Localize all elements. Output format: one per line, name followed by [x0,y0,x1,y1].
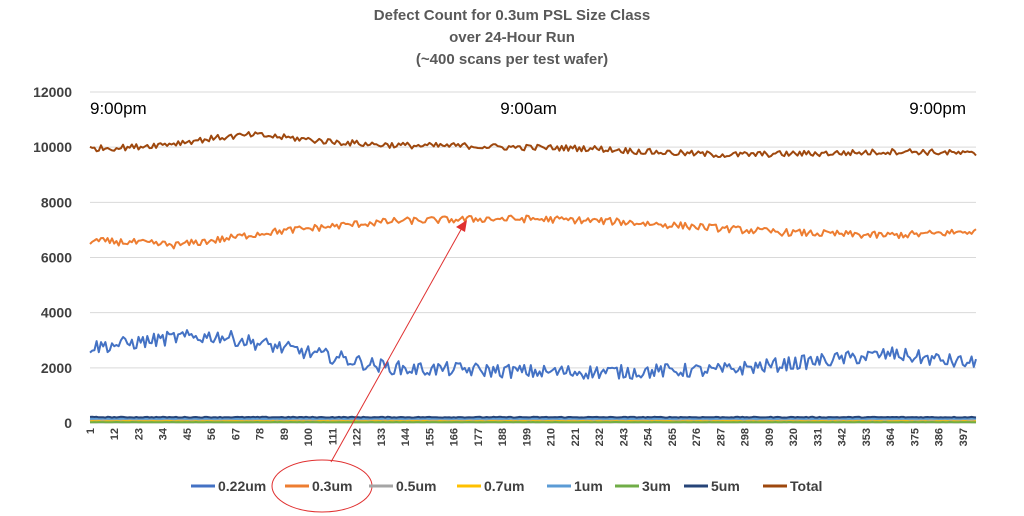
y-tick-label-6000: 6000 [41,250,72,266]
x-tick-label-386: 386 [934,428,946,446]
x-tick-label-56: 56 [206,428,218,440]
legend: 0.22um 0.3um 0.5um 0.7um 1um 3um 5um Total [191,478,822,494]
series-line-0.3um [89,214,977,250]
annotation-arrow-head [456,220,467,232]
x-tick-label-287: 287 [715,428,727,446]
annotation-arrow-line [330,225,464,463]
time-label-2: 9:00am [500,99,557,118]
x-tick-label-45: 45 [182,428,194,440]
annotation [271,220,467,513]
legend-label-3um: 3um [642,478,671,494]
x-tick-label-34: 34 [158,427,170,440]
time-label-1: 9:00pm [90,99,147,118]
x-tick-label-375: 375 [909,428,921,446]
chart-title-line-1: Defect Count for 0.3um PSL Size Class [374,7,650,24]
legend-label-0.22um: 0.22um [218,478,266,494]
x-tick-label-243: 243 [618,428,630,446]
x-tick-label-298: 298 [740,428,752,446]
x-tick-label-221: 221 [570,428,582,446]
y-tick-label-8000: 8000 [41,194,72,210]
legend-label-1um: 1um [574,478,603,494]
y-tick-label-0: 0 [64,415,72,431]
series-line-5um [89,415,977,419]
gridlines [90,91,976,424]
chart-title-line-3: (~400 scans per test wafer) [416,51,608,68]
x-axis-ticks: 1 12 23 34 45 56 67 78 89 100 111 122 133 144 155 166 17… [85,427,970,446]
x-tick-label-331: 331 [812,428,824,446]
x-tick-label-210: 210 [546,428,558,446]
x-tick-label-320: 320 [788,428,800,446]
x-tick-label-397: 397 [958,428,970,446]
chart-title: Defect Count for 0.3um PSL Size Class ove… [374,7,650,68]
time-labels: 9:00pm 9:00am 9:00pm [90,99,966,118]
x-tick-label-78: 78 [255,428,267,440]
x-tick-label-89: 89 [279,428,291,440]
y-tick-label-2000: 2000 [41,360,72,376]
y-tick-label-10000: 10000 [33,139,72,155]
series-line-0.22um [89,329,977,380]
x-tick-label-265: 265 [667,428,679,446]
x-tick-label-177: 177 [473,428,485,446]
time-label-3: 9:00pm [909,99,966,118]
series-line-1um [89,417,977,420]
legend-label-0.5um: 0.5um [396,478,436,494]
x-tick-label-23: 23 [133,428,145,440]
y-tick-label-4000: 4000 [41,305,72,321]
x-tick-label-166: 166 [449,428,461,446]
x-tick-label-254: 254 [643,427,655,446]
legend-label-0.3um: 0.3um [312,478,352,494]
y-tick-label-12000: 12000 [33,84,72,100]
x-tick-label-111: 111 [327,428,339,445]
legend-label-0.7um: 0.7um [484,478,524,494]
legend-label-Total: Total [790,478,822,494]
x-tick-label-122: 122 [352,428,364,446]
x-tick-label-364: 364 [885,427,897,446]
x-tick-label-133: 133 [376,428,388,446]
x-tick-label-1: 1 [85,428,97,434]
x-tick-label-100: 100 [303,428,315,446]
x-tick-label-144: 144 [400,427,412,446]
series-lines [89,131,977,424]
series-line-0.5um [89,418,977,422]
x-tick-label-188: 188 [497,428,509,446]
y-axis-ticks: 0 2000 4000 6000 8000 10000 12000 [33,84,72,431]
x-tick-label-199: 199 [521,428,533,446]
x-tick-label-155: 155 [424,428,436,446]
x-tick-label-276: 276 [691,428,703,446]
x-tick-label-342: 342 [837,428,849,446]
chart-title-line-2: over 24-Hour Run [449,29,575,46]
x-tick-label-12: 12 [109,428,121,440]
x-tick-label-232: 232 [594,428,606,446]
legend-label-5um: 5um [711,478,740,494]
x-tick-label-67: 67 [230,428,242,440]
x-tick-label-309: 309 [764,428,776,446]
x-tick-label-353: 353 [861,428,873,446]
series-line-Total [89,131,977,158]
